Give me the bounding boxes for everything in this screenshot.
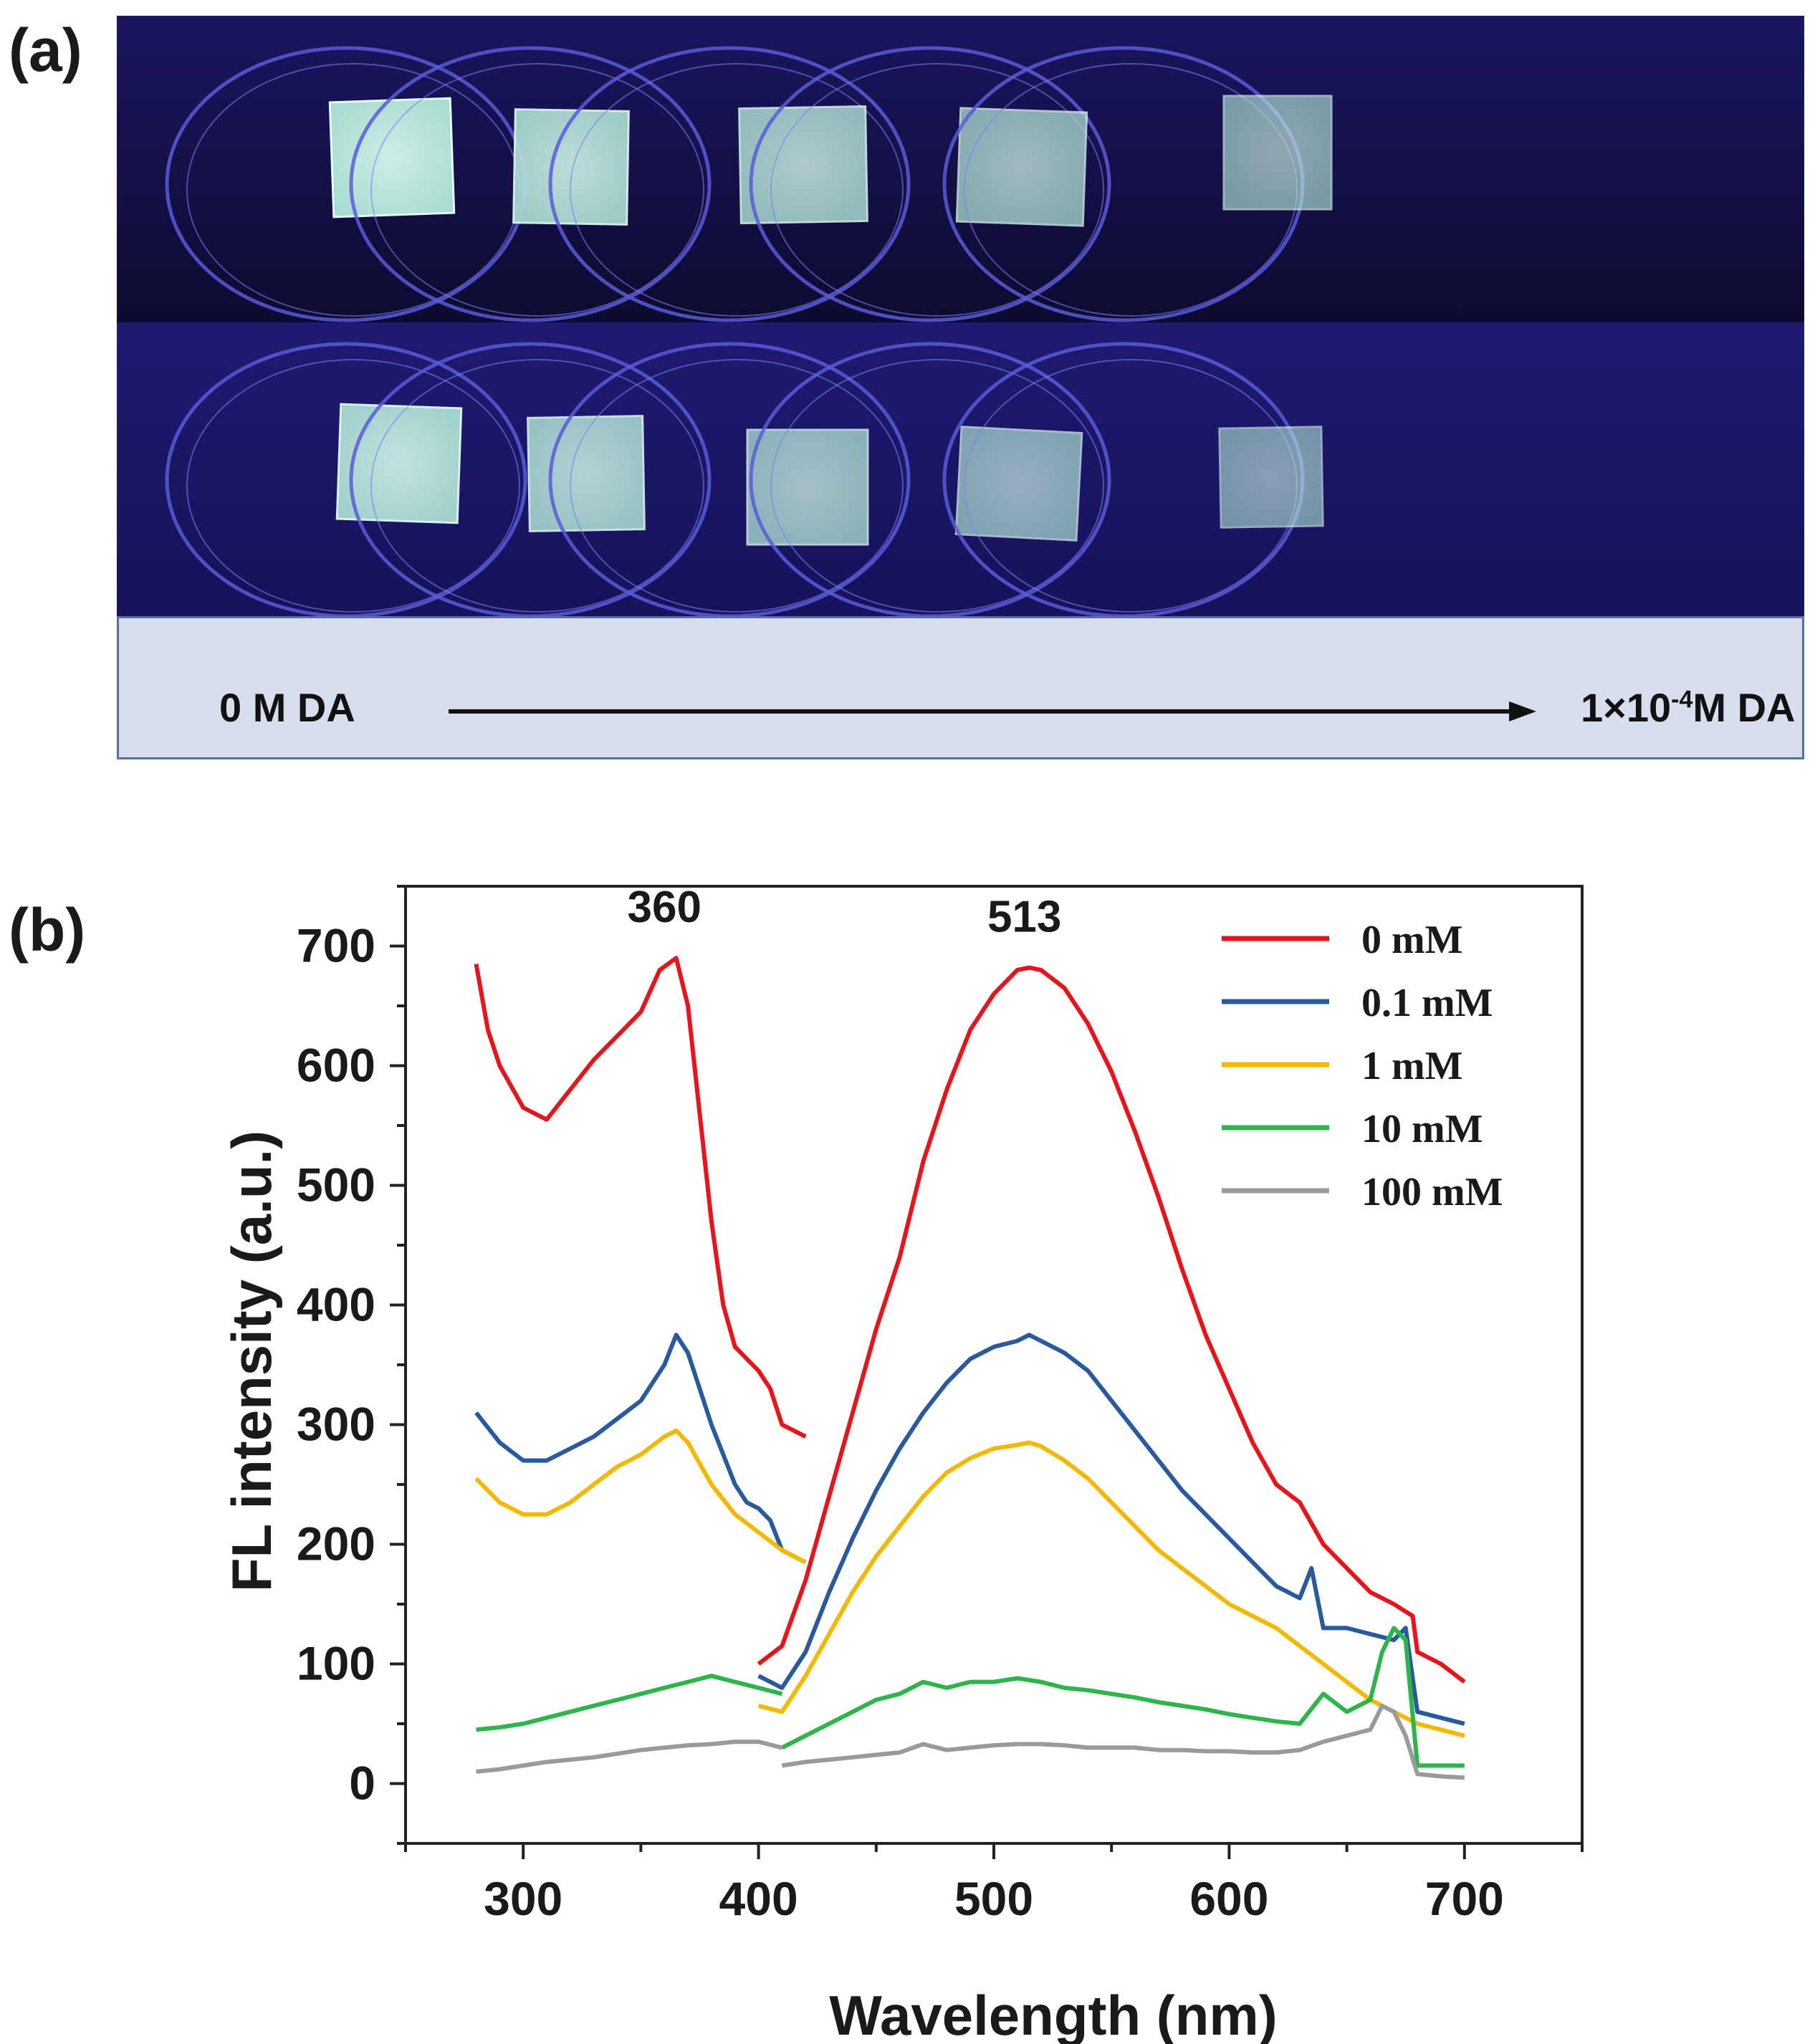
series-line-4-segment-1 (781, 1703, 1465, 1780)
petri-dish-rim (548, 46, 911, 322)
y-axis-title: FL intensity (a.u.) (220, 1131, 283, 1592)
fluorescent-film (954, 426, 1083, 542)
series-line-0-segment-0 (474, 956, 807, 1439)
petri-dish-inner-rim (570, 63, 904, 317)
fluorescent-film (1218, 426, 1324, 529)
petri-dish-inner-rim (370, 359, 704, 613)
x-tick-label: 500 (954, 1872, 1033, 1925)
y-tick-label: 600 (297, 1039, 375, 1092)
petri-dish-inner-rim (570, 359, 904, 613)
petri-dishes (165, 46, 1333, 618)
series-line-4-segment-0 (476, 1740, 783, 1774)
fluorescent-film (746, 428, 869, 546)
uv-photo (117, 16, 1804, 630)
x-tick-label: 300 (484, 1872, 562, 1925)
legend-entry: 10 mM (1361, 1107, 1483, 1151)
y-tick-label: 0 (349, 1757, 375, 1810)
peak-annotation: 360 (628, 883, 701, 932)
series-line-0-segment-1 (757, 965, 1466, 1684)
end-label-suffix: M DA (1692, 685, 1796, 730)
fluorescent-film (335, 403, 463, 524)
fluorescent-film (512, 108, 630, 226)
series-line-2-segment-1 (757, 1440, 1465, 1738)
fluorescent-film (955, 107, 1088, 227)
legend-entry: 1 mM (1361, 1044, 1463, 1088)
series-line-3-segment-1 (781, 1626, 1465, 1768)
y-tick-label: 300 (297, 1398, 375, 1451)
end-label-prefix: 1×10 (1581, 685, 1672, 730)
panel-a-label: (a) (9, 16, 82, 84)
fluorescent-film (328, 97, 456, 219)
x-tick-label: 400 (719, 1872, 798, 1925)
plot-frame (404, 885, 1584, 1845)
petri-dish-inner-rim (770, 359, 1104, 613)
y-tick-label: 400 (297, 1278, 375, 1331)
fluorescent-film (1222, 95, 1333, 211)
series-line-2-segment-0 (474, 1428, 807, 1565)
fluorescent-film (738, 105, 868, 225)
x-axis-title: Wavelength (nm) (829, 1984, 1277, 2044)
legend-entry: 0.1 mM (1361, 981, 1493, 1025)
petri-dish-rim (349, 46, 712, 322)
y-tick-label: 100 (297, 1637, 375, 1690)
x-tick-label: 700 (1425, 1872, 1504, 1925)
petri-dish-inner-rim (186, 359, 520, 613)
series-line-1-segment-1 (757, 1333, 1465, 1726)
panel-b-label: (b) (9, 896, 86, 964)
petri-dish-rim (749, 46, 1111, 322)
legend-entry: 100 mM (1361, 1170, 1503, 1214)
peak-annotation: 513 (987, 892, 1061, 941)
legend-entry: 0 mM (1361, 918, 1463, 962)
y-tick-label: 700 (297, 919, 375, 972)
concentration-band: 0 M DA 1×10-4M DA (117, 616, 1804, 759)
concentration-arrow (449, 701, 1536, 721)
x-tick-label: 600 (1189, 1872, 1268, 1925)
start-concentration-label: 0 M DA (219, 685, 355, 730)
y-tick-label: 200 (297, 1517, 375, 1570)
petri-dish-inner-rim (370, 63, 704, 317)
series-line-3-segment-0 (476, 1674, 783, 1732)
series-line-1-segment-0 (474, 1333, 807, 1565)
end-concentration-label: 1×10-4M DA (1581, 684, 1795, 731)
fluorescence-chart: 300 400 500 600 700 0 100 200 300 400 500 600 700 36… (220, 883, 1584, 2044)
end-label-exponent: -4 (1671, 686, 1693, 714)
y-tick-label: 500 (297, 1158, 375, 1211)
petri-dish-inner-rim (770, 63, 1104, 317)
